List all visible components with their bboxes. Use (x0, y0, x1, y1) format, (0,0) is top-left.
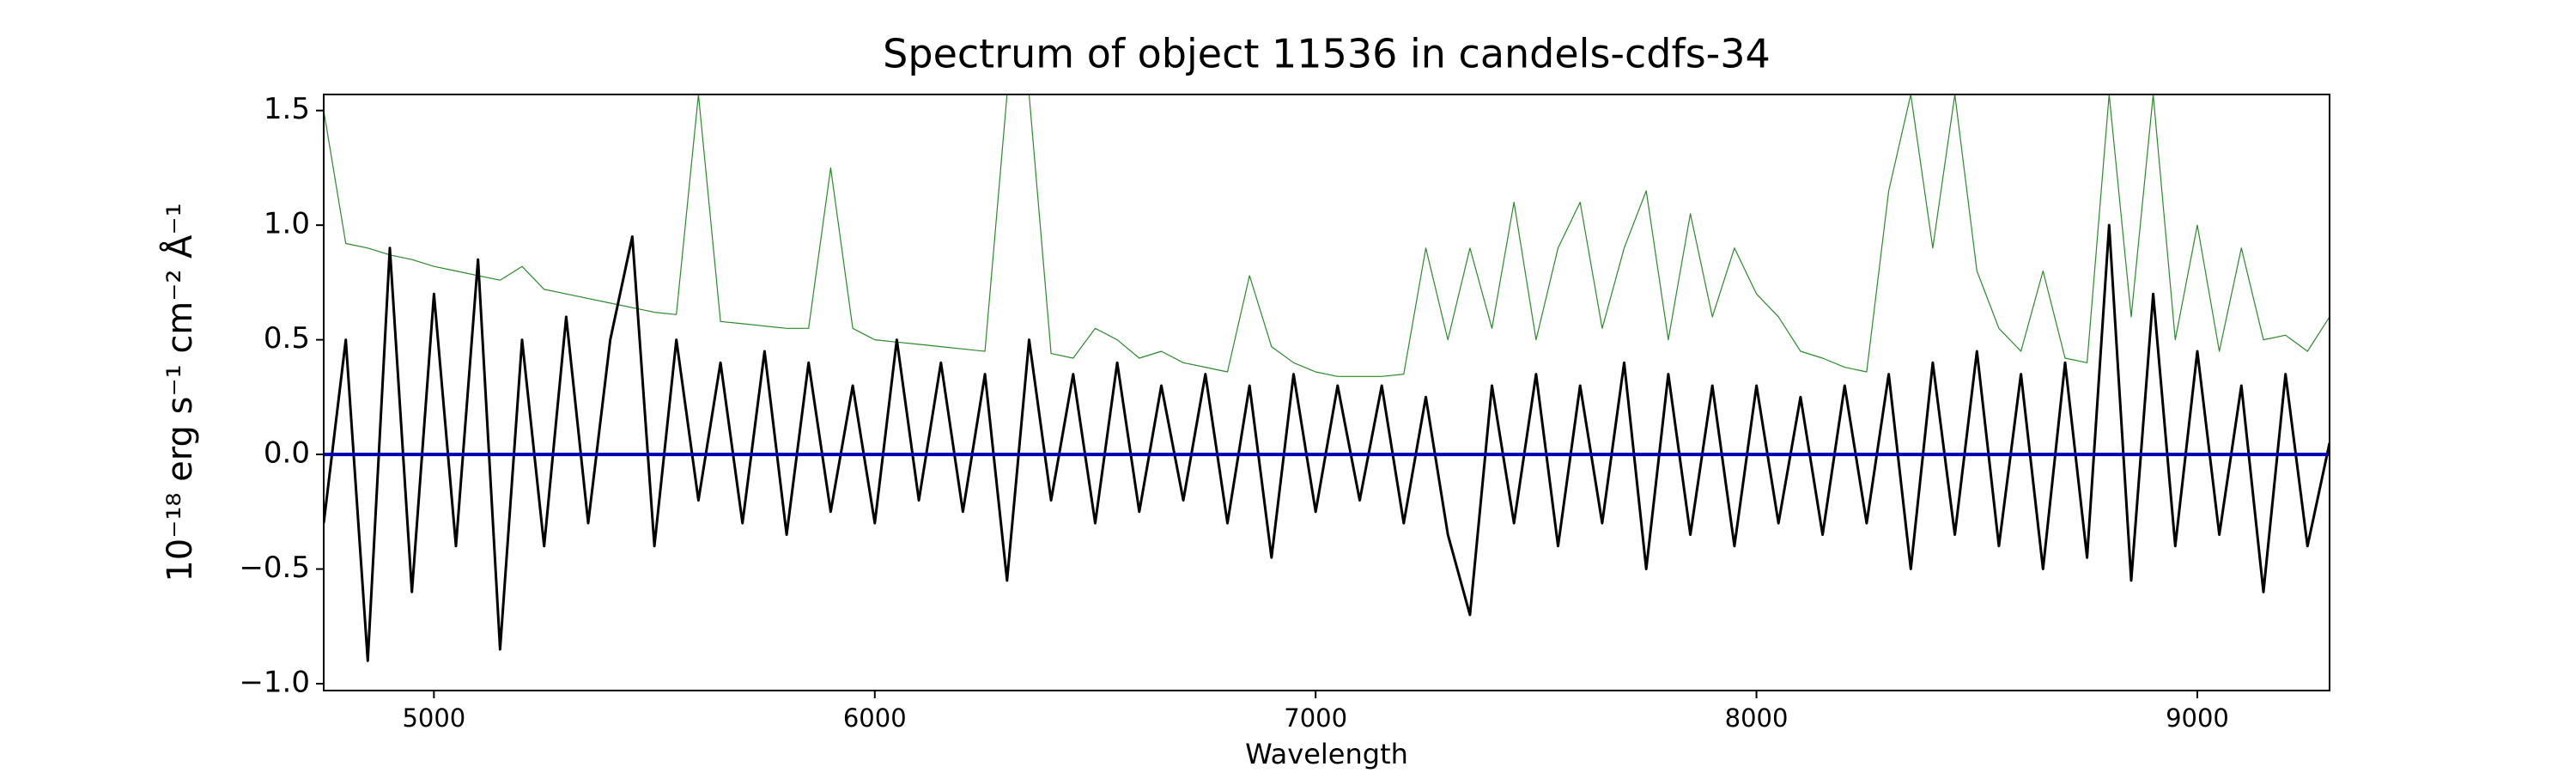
x-tick-label: 6000 (843, 703, 907, 733)
x-tick-label: 7000 (1284, 703, 1347, 733)
y-tick-label: 1.5 (264, 92, 310, 126)
x-tick-label: 5000 (402, 703, 465, 733)
y-tick-label: 1.0 (264, 207, 310, 241)
spectrum-line (324, 94, 2330, 377)
chart-title: Spectrum of object 11536 in candels-cdfs… (883, 31, 1771, 77)
y-tick-label: 0.5 (264, 321, 310, 356)
y-tick-label: −1.0 (239, 665, 310, 699)
spectrum-line (324, 223, 2330, 662)
plot-area (324, 94, 2330, 662)
y-axis-label: 10⁻¹⁸ erg s⁻¹ cm⁻² Å⁻¹ (159, 203, 200, 581)
y-tick-label: −0.5 (239, 551, 310, 585)
x-tick-label: 8000 (1725, 703, 1789, 733)
y-tick-label: 0.0 (264, 436, 310, 471)
x-tick-label: 9000 (2166, 703, 2229, 733)
plot-frame (323, 94, 2330, 691)
x-axis-label: Wavelength (1245, 738, 1408, 770)
